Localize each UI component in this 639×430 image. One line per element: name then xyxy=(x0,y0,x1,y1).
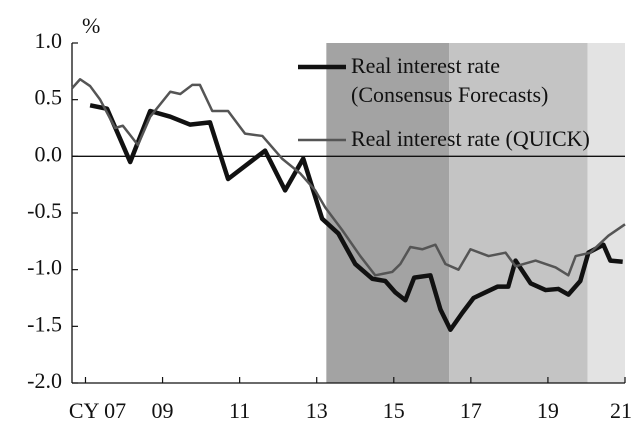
x-tick-label: 21 xyxy=(610,398,632,423)
y-tick-label: 1.0 xyxy=(35,28,63,53)
y-tick-label: -2.0 xyxy=(27,368,62,393)
y-tick-label: 0.5 xyxy=(35,85,63,110)
x-tick-label: 19 xyxy=(537,398,559,423)
legend-label: Real interest rate (Consensus Forecasts) xyxy=(351,53,549,107)
y-tick-label: -1.5 xyxy=(27,311,62,336)
series-line xyxy=(89,103,623,332)
series-line xyxy=(71,78,626,277)
x-tick-label: 11 xyxy=(229,398,250,423)
legend-label: Real interest rate (QUICK) xyxy=(351,126,590,151)
x-tick-label: 13 xyxy=(306,398,328,423)
x-tick-label: CY 07 xyxy=(69,398,126,423)
y-tick-label: -1.0 xyxy=(27,255,62,280)
y-tick-label: 0.0 xyxy=(35,141,63,166)
y-tick-label: -0.5 xyxy=(27,198,62,223)
shaded-region xyxy=(449,43,588,383)
shaded-region xyxy=(326,43,450,383)
shaded-region xyxy=(587,43,625,383)
x-tick-label: 17 xyxy=(460,398,482,423)
x-tick-label: 09 xyxy=(152,398,174,423)
unit-label: % xyxy=(82,13,100,38)
x-tick-label: 15 xyxy=(383,398,405,423)
